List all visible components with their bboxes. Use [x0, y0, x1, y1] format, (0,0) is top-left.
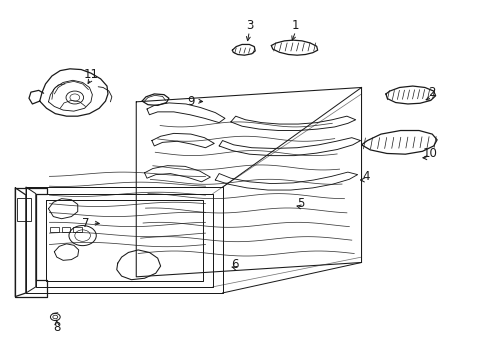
Text: 8: 8 — [53, 321, 61, 334]
Text: 3: 3 — [245, 19, 253, 32]
Text: 1: 1 — [291, 19, 299, 32]
Text: 11: 11 — [83, 68, 98, 81]
Bar — [73, 226, 81, 232]
Bar — [61, 226, 70, 232]
Bar — [17, 198, 31, 221]
Text: 5: 5 — [296, 197, 304, 210]
Text: 4: 4 — [362, 170, 369, 183]
Text: 10: 10 — [422, 147, 436, 159]
Text: 7: 7 — [82, 216, 90, 230]
Text: 9: 9 — [187, 95, 194, 108]
Text: 2: 2 — [427, 86, 435, 99]
Bar — [50, 226, 59, 232]
Text: 6: 6 — [230, 258, 238, 271]
